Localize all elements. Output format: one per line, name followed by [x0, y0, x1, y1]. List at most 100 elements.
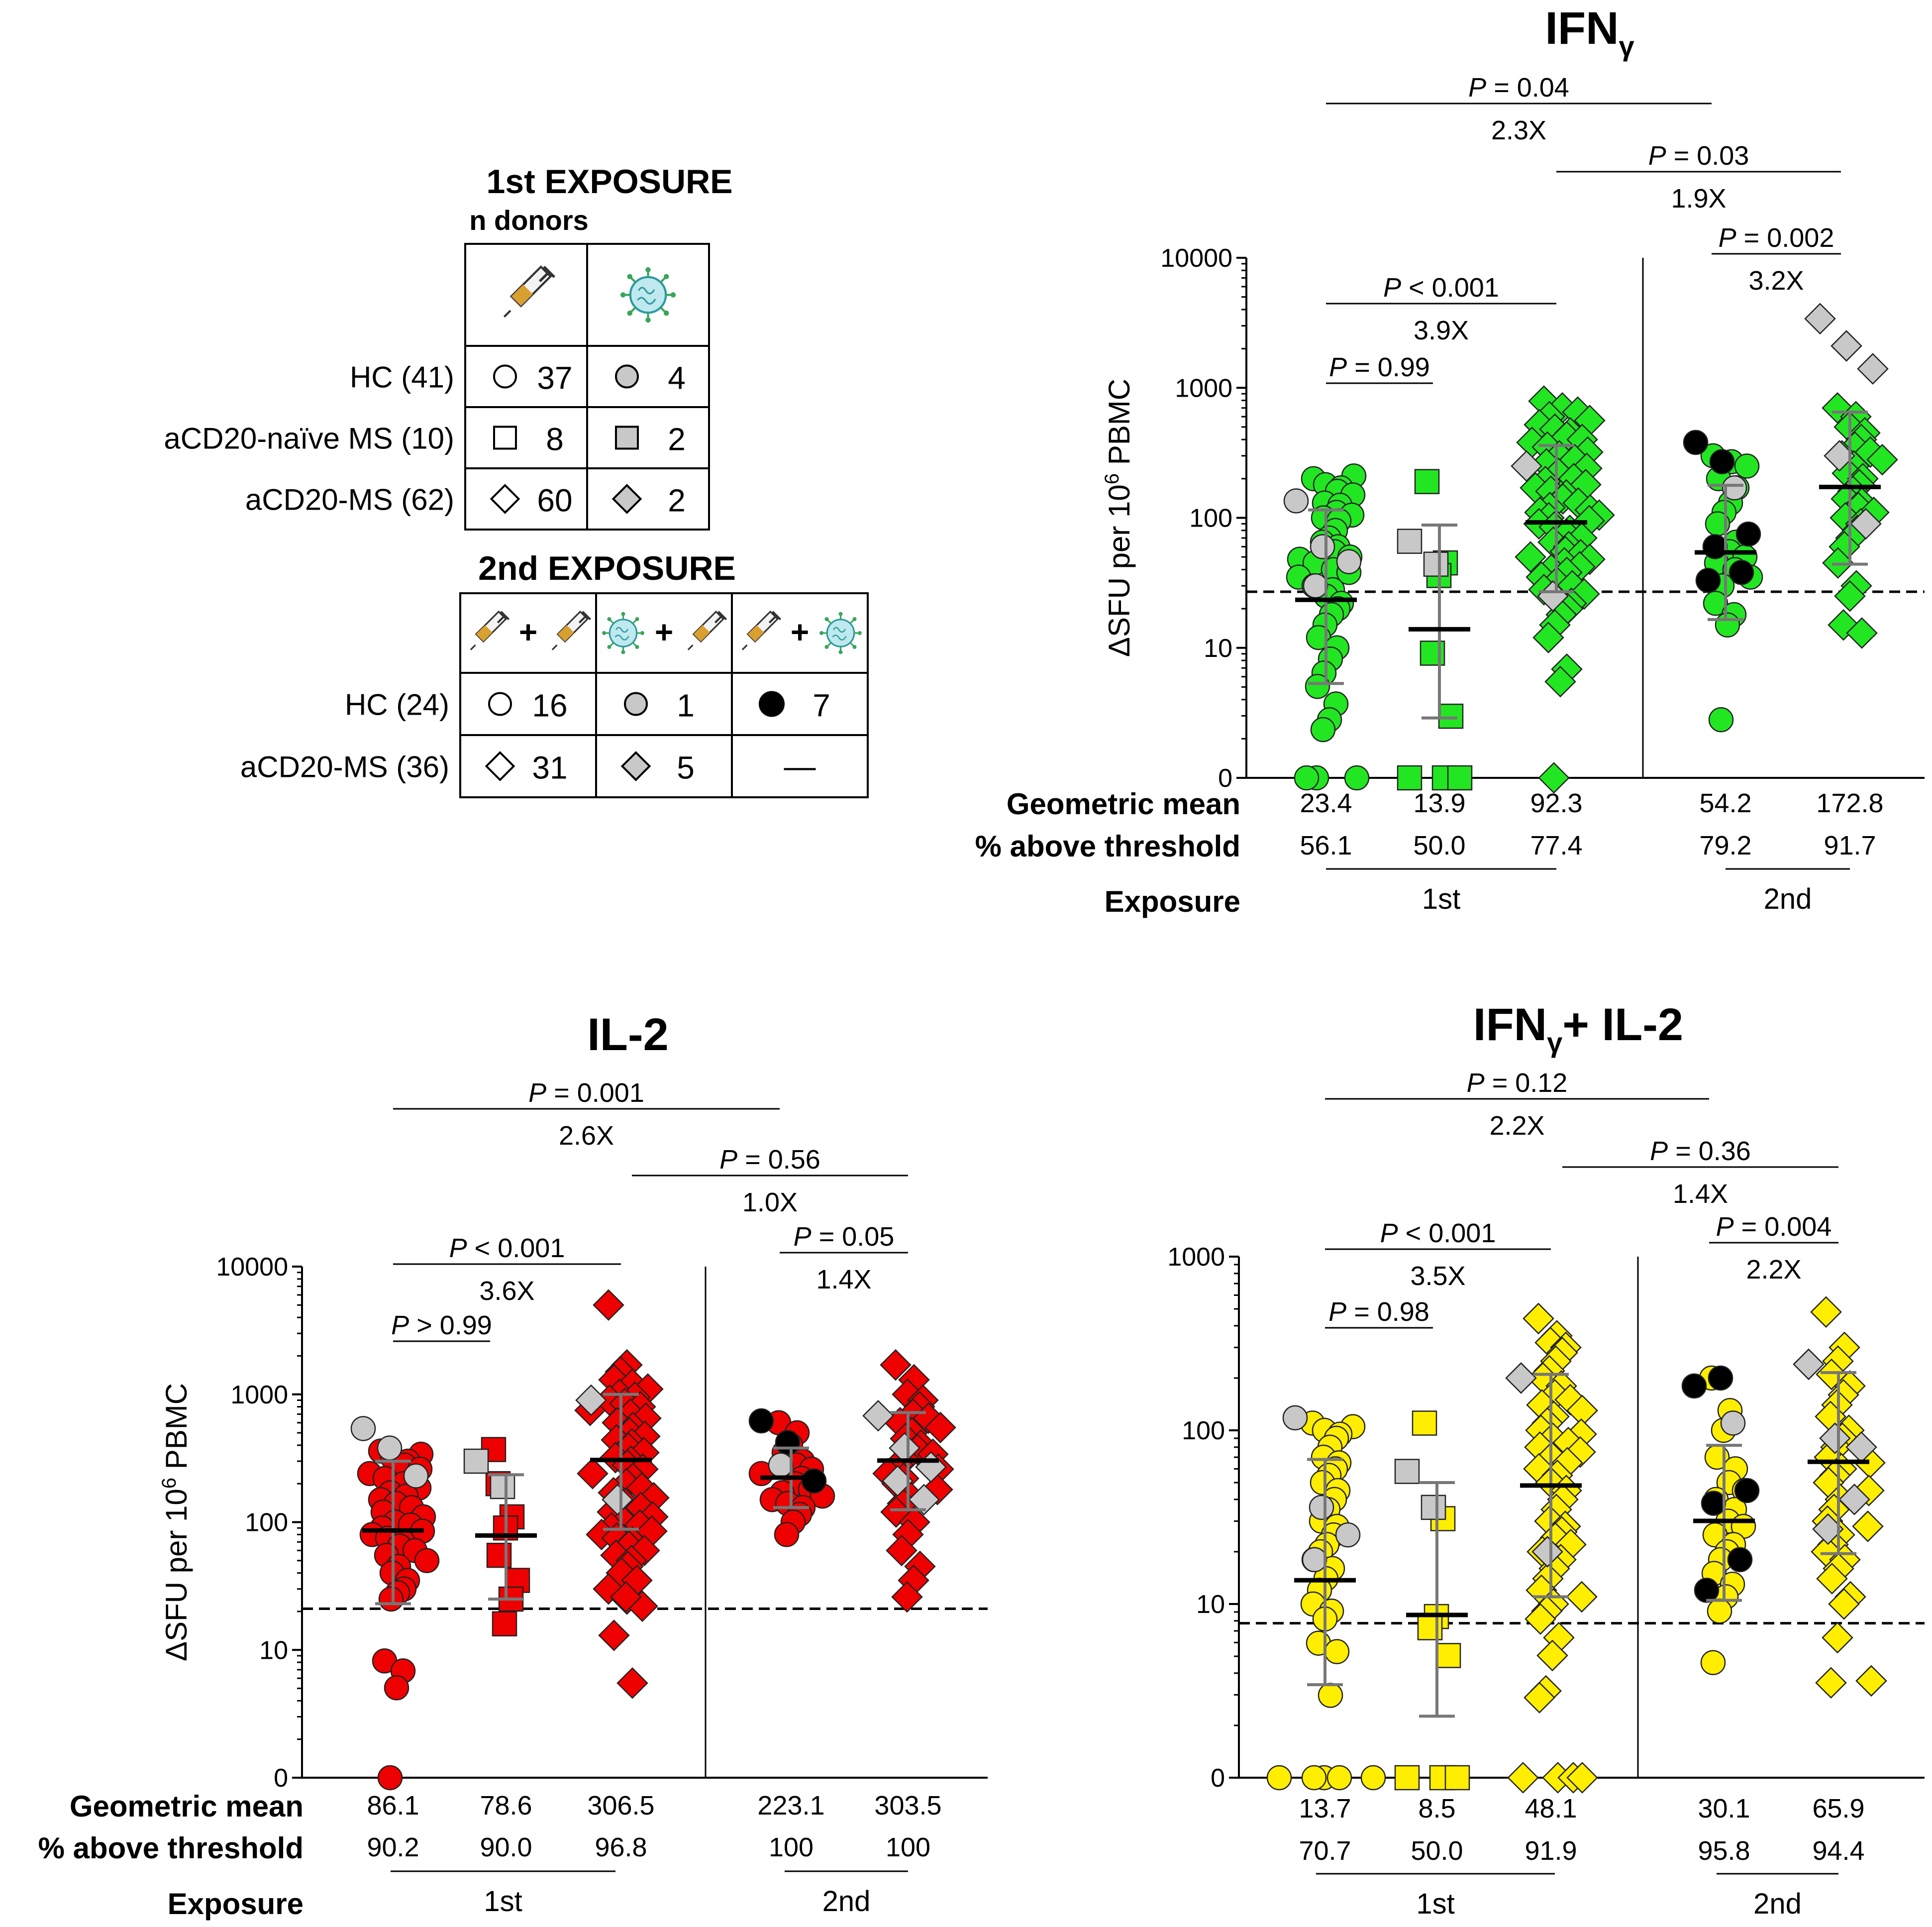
p-value: P > 0.99: [391, 1310, 492, 1340]
data-point: [1568, 578, 1600, 610]
data-point-grey: [1423, 551, 1449, 577]
legend-marker-grey: [615, 426, 639, 450]
data-point: [880, 1349, 912, 1381]
y-tick-label: 1000: [1167, 1243, 1225, 1272]
p-letter: P: [1719, 223, 1736, 253]
comparison-0: P = 0.04 2.3X: [1326, 73, 1712, 145]
geometric-mean-value: 172.8: [1816, 788, 1883, 818]
group-0: [1266, 1405, 1386, 1791]
data-point: [1828, 1588, 1860, 1620]
fold-change: 3.5X: [1410, 1261, 1465, 1291]
data-point: [1734, 453, 1760, 479]
data-point: [593, 1573, 624, 1605]
data-point: [378, 1586, 404, 1612]
fold-change: 1.4X: [1673, 1179, 1728, 1209]
p-letter: P: [449, 1233, 467, 1263]
data-point: [1435, 1643, 1461, 1668]
legend-marker-grey: [611, 484, 642, 514]
p-letter: P: [719, 1145, 737, 1175]
geometric-mean-value: 223.1: [757, 1791, 824, 1820]
group-0: [350, 1416, 440, 1791]
legend-row-label: aCD20-MS (62): [245, 483, 454, 517]
data-point: [1324, 1639, 1350, 1664]
data-point: [384, 1675, 409, 1701]
row-label-geometric-mean: Geometric mean: [70, 1790, 304, 1823]
percent-above-value: 95.8: [1698, 1836, 1750, 1866]
plus-sign: +: [519, 614, 537, 650]
legend-marker-open: [485, 751, 515, 781]
data-point: [1414, 469, 1440, 494]
row-label-percent: % above threshold: [38, 1831, 304, 1865]
legend-subtitle: n donors: [469, 205, 589, 236]
p-rest: = 0.36: [1668, 1136, 1751, 1166]
comparison-0: P = 0.12 2.2X: [1325, 1068, 1709, 1141]
group-1: [1397, 469, 1473, 791]
data-point: [1544, 665, 1576, 698]
p-rest: = 0.001: [546, 1078, 644, 1108]
legend-count: 5: [677, 750, 695, 786]
p-letter: P: [1648, 141, 1666, 171]
legend-title-second: 2nd EXPOSURE: [478, 549, 736, 587]
row-label-geometric-mean: Geometric mean: [1007, 787, 1240, 821]
fold-change: 3.2X: [1748, 266, 1804, 296]
data-point: [1822, 1621, 1853, 1654]
data-point: [1326, 1765, 1352, 1791]
data-point: [1853, 1475, 1885, 1506]
p-value: P = 0.05: [794, 1222, 895, 1252]
fold-change: 2.3X: [1491, 115, 1546, 145]
data-point: [1344, 765, 1370, 791]
data-point-grey: [862, 1399, 894, 1432]
fold-change: 2.6X: [559, 1121, 614, 1151]
legend-row-label: HC (41): [350, 361, 454, 394]
data-point: [1318, 1683, 1343, 1708]
syringe-icon: [552, 612, 591, 650]
exposure-label-1st: 1st: [1422, 883, 1460, 915]
p-rest: = 0.004: [1734, 1212, 1832, 1242]
fold-change: 3.6X: [479, 1276, 534, 1306]
ylabel-main: ΔSFU per 10: [160, 1489, 193, 1661]
data-point-grey: [403, 1463, 429, 1489]
fold-change: 1.9X: [1671, 184, 1726, 214]
p-value: P < 0.001: [1383, 273, 1499, 303]
data-point-grey: [889, 1432, 920, 1464]
p-letter: P: [1383, 273, 1401, 303]
p-value: P = 0.12: [1467, 1068, 1568, 1098]
title-main: IFN: [1545, 3, 1619, 54]
data-point: [1834, 580, 1866, 612]
geometric-mean-value: 78.6: [480, 1791, 532, 1820]
percent-above-value: 100: [769, 1832, 813, 1862]
data-point: [891, 1581, 923, 1613]
donor-legend: 1st EXPOSURE n donors HC (41) 37 4 aCD20-naïv…: [164, 163, 869, 798]
legend-marker-open: [490, 484, 520, 514]
legend-count: 16: [532, 688, 567, 724]
comparison-3: P < 0.001 3.5X: [1325, 1218, 1551, 1291]
percent-above-value: 94.4: [1812, 1836, 1864, 1866]
exposure-label-1st: 1st: [1416, 1888, 1454, 1920]
y-tick-label: 100: [1182, 1416, 1225, 1445]
y-axis-label: ΔSFU per 106 PBMC: [1101, 379, 1136, 657]
exposure-label-2nd: 2nd: [822, 1885, 871, 1918]
p-value: P < 0.001: [1380, 1218, 1496, 1248]
p-letter: P: [794, 1222, 812, 1252]
data-point: [1815, 1667, 1847, 1699]
y-tick-label: 10000: [216, 1253, 288, 1282]
data-point: [921, 1474, 953, 1505]
data-point-black: [1695, 568, 1721, 593]
data-point: [1524, 1682, 1555, 1713]
title-end: + IL-2: [1562, 999, 1683, 1050]
chart-title: IFNγ+ IL-2: [1473, 999, 1683, 1058]
data-point-black: [1683, 429, 1709, 455]
data-point-grey: [1838, 1484, 1870, 1515]
group-1: [463, 1437, 537, 1637]
p-rest: < 0.001: [1401, 273, 1499, 303]
group-2: [574, 1289, 670, 1699]
y-tick-label: 1000: [1175, 374, 1232, 403]
data-point: [774, 1522, 800, 1547]
y-tick-label: 100: [245, 1508, 288, 1537]
ylabel-end: PBMC: [160, 1383, 193, 1478]
data-point-grey: [377, 1435, 403, 1461]
data-point: [1301, 1765, 1327, 1791]
group-3: [748, 1408, 835, 1547]
comparison-2: P = 0.004 2.2X: [1709, 1212, 1838, 1285]
data-point: [610, 1581, 642, 1613]
